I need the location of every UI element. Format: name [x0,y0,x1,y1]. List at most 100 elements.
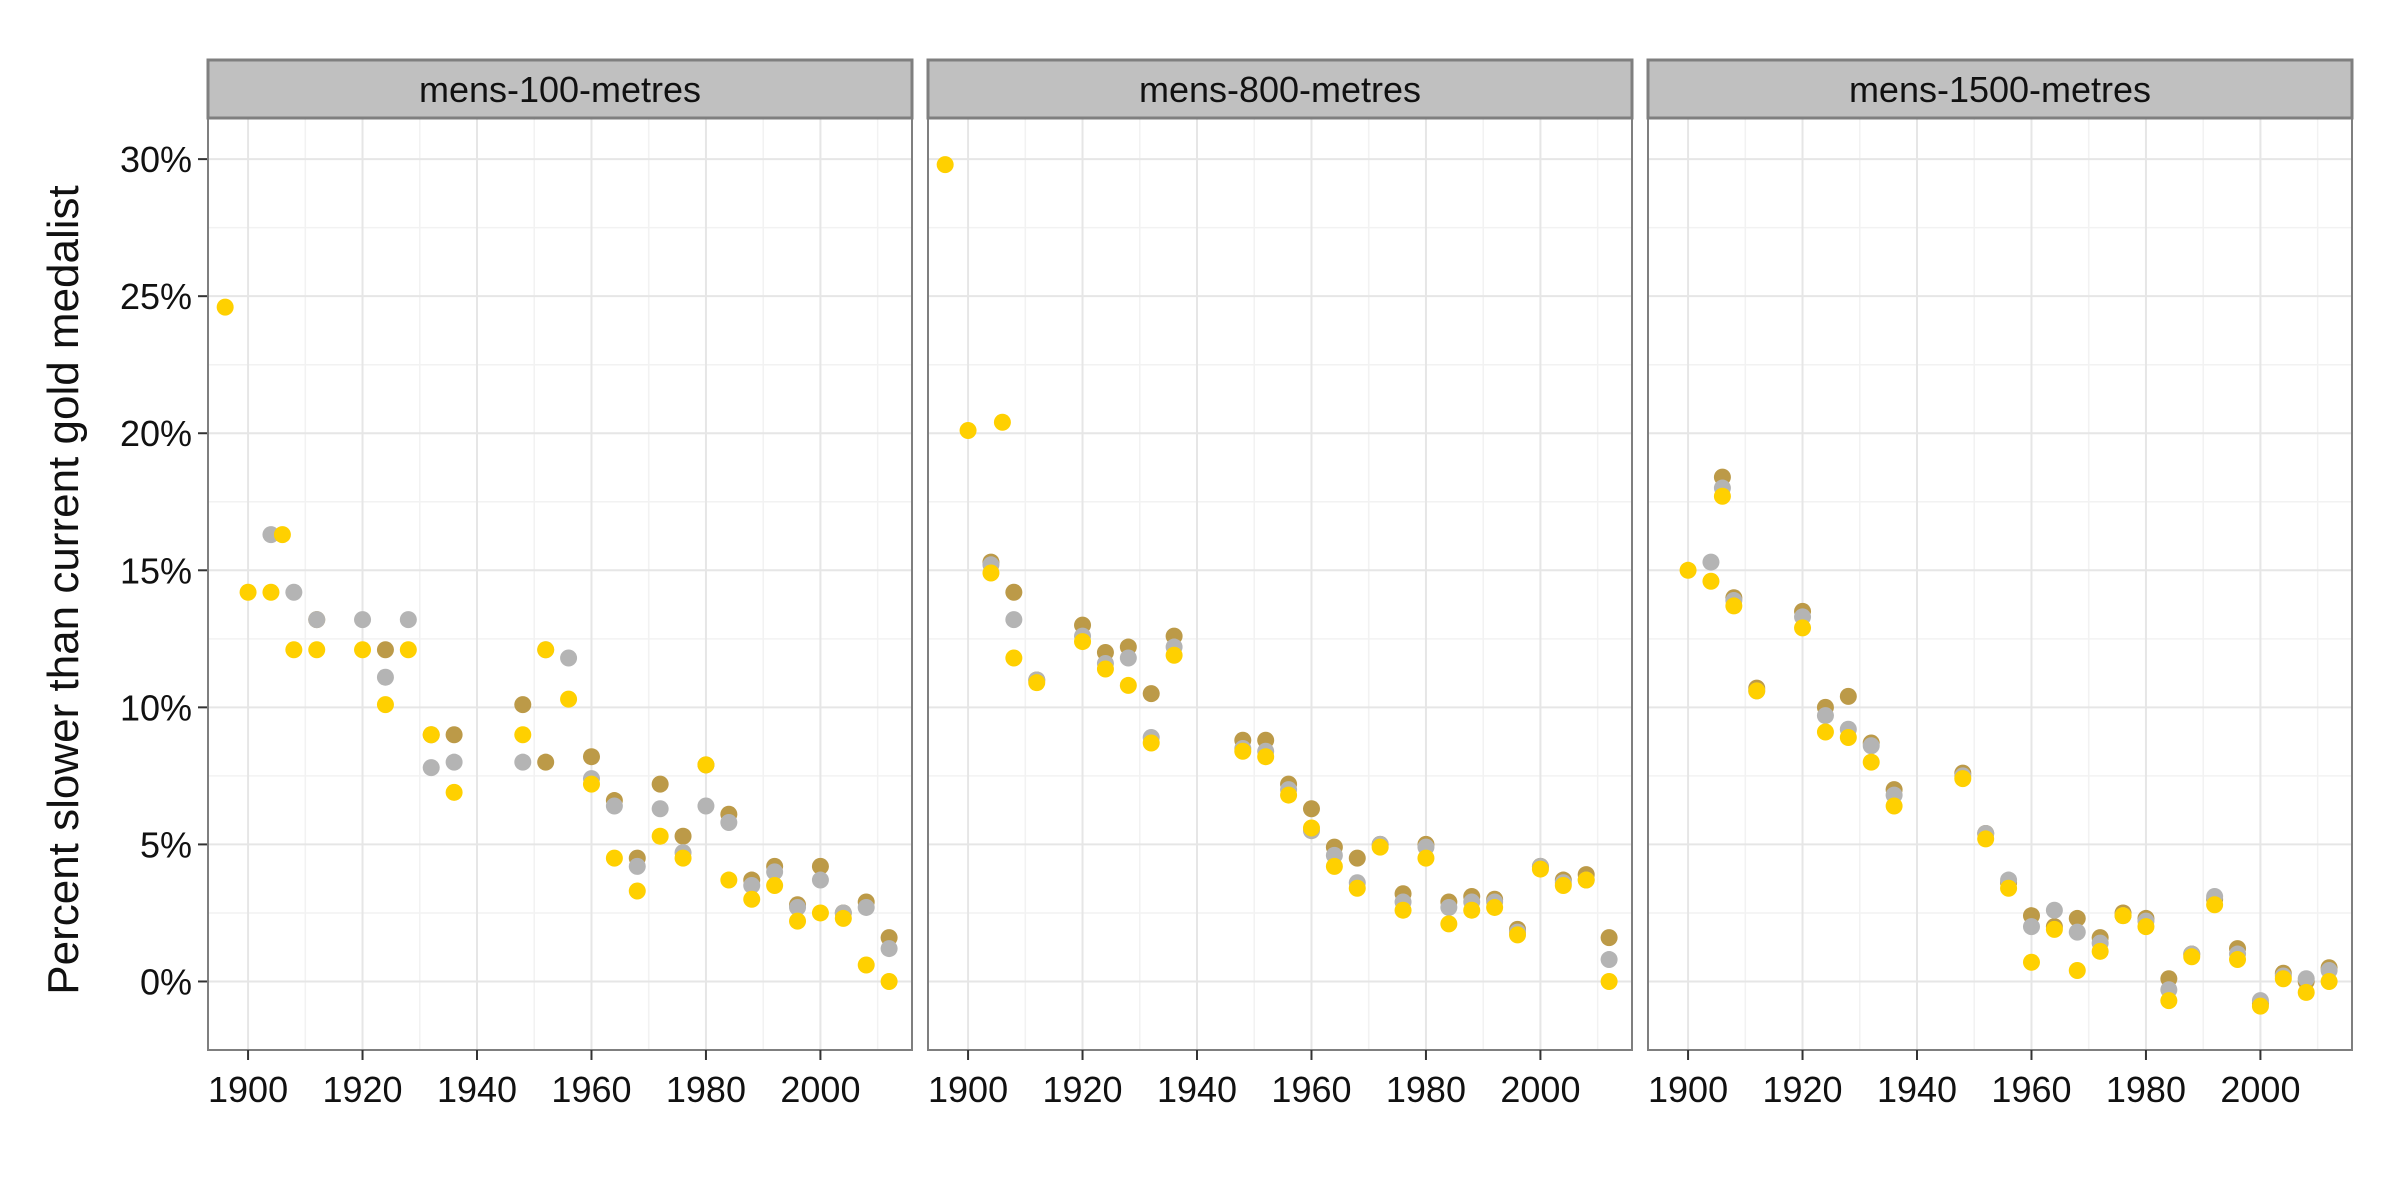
major-gridlines [208,118,912,1050]
gold-point [1394,901,1412,919]
silver-point [2068,923,2086,941]
y-tick-label: 0% [140,961,192,1002]
x-tick-label: 1900 [1648,1069,1728,1110]
bronze-point [1302,800,1320,818]
bronze-point [1600,929,1618,947]
x-tick-label: 1960 [1271,1069,1351,1110]
y-tick-label: 5% [140,824,192,865]
y-axis: 0% 5% 10% 15% 20% 25% 30% [120,139,208,1002]
gold-point [1371,838,1389,856]
silver-point [766,863,784,881]
x-tick-label: 2000 [2220,1069,2300,1110]
silver-point [445,753,463,771]
gold-point [1600,972,1618,990]
gold-point [560,690,578,708]
facet-strip [926,58,1634,120]
gold-point [514,726,532,744]
gold-point [376,696,394,714]
x-tick-label: 1920 [322,1069,402,1110]
panel-background [928,118,1632,1050]
gold-point [1509,926,1527,944]
facet-panel-mens-800-metres: mens-800-metres 1900 1920 1940 1960 1980 2000 [926,58,1634,1110]
gold-point [1713,487,1731,505]
gold-point [273,526,291,544]
y-axis-label: Percent slower than current gold medalis… [39,185,88,995]
silver-point [514,753,532,771]
x-tick-label: 1980 [1386,1069,1466,1110]
silver-point [789,898,807,916]
gold-point [1531,860,1549,878]
bronze-point [1348,849,1366,867]
gold-point [811,904,829,922]
gold-point [239,583,257,601]
panel-background [1648,118,2352,1050]
silver-point [811,871,829,889]
gold-point [789,912,807,930]
gold-point [537,641,555,659]
bronze-point [582,748,600,766]
gold-point [2114,907,2132,925]
x-tick-label: 1980 [666,1069,746,1110]
gold-point [880,972,898,990]
silver-point [857,898,875,916]
gold-point [2022,953,2040,971]
gold-point [354,641,372,659]
series-gold [1679,487,2338,1015]
gold-point [1577,871,1595,889]
gold-point [422,726,440,744]
silver-point [651,800,669,818]
gold-point [1885,797,1903,815]
gold-point [2091,942,2109,960]
facet-panel-mens-100-metres: mens-100-metres 1900 1920 1940 1960 1980 2000 [206,58,914,1110]
gold-point [2297,983,2315,1001]
facet-title: mens-1500-metres [1849,69,2151,110]
series-gold [216,298,898,990]
gold-point [399,641,417,659]
gold-point [834,909,852,927]
gold-point [1794,619,1812,637]
gold-point [2206,896,2224,914]
silver-point [1816,707,1834,725]
gold-point [1954,770,1972,788]
gold-point [1005,649,1023,667]
gold-point [582,775,600,793]
x-tick-label: 1920 [1042,1069,1122,1110]
silver-point [1862,737,1880,755]
gold-point [1463,901,1481,919]
gold-point [697,756,715,774]
x-tick-label: 1900 [928,1069,1008,1110]
bronze-point [376,641,394,659]
silver-point [376,668,394,686]
major-gridlines [928,118,1632,1050]
bronze-point [674,827,692,845]
x-axis: 1900 1920 1940 1960 1980 2000 [1648,1050,2300,1110]
silver-point [628,857,646,875]
silver-point [560,649,578,667]
gold-point [1280,786,1298,804]
panel-background [208,118,912,1050]
gold-point [982,564,1000,582]
gold-point [674,849,692,867]
gold-point [2274,970,2292,988]
facet-strip [1646,58,2354,120]
gold-point [216,298,234,316]
gold-point [1234,742,1252,760]
gold-point [936,156,954,174]
gold-point [1554,877,1572,895]
silver-point [1005,611,1023,629]
y-tick-label: 30% [120,139,192,180]
x-tick-label: 1960 [551,1069,631,1110]
gold-point [285,641,303,659]
facet-panel-mens-1500-metres: mens-1500-metres 1900 1920 1940 1960 1980 2000 [1646,58,2354,1110]
gold-point [651,827,669,845]
gold-point [1096,660,1114,678]
x-tick-label: 1940 [1877,1069,1957,1110]
y-tick-label: 20% [120,413,192,454]
major-gridlines [1648,118,2352,1050]
gold-point [1725,597,1743,615]
gold-point [262,583,280,601]
x-tick-label: 1920 [1762,1069,1842,1110]
bronze-point [811,857,829,875]
x-tick-label: 1960 [1991,1069,2071,1110]
series-silver [262,526,898,958]
